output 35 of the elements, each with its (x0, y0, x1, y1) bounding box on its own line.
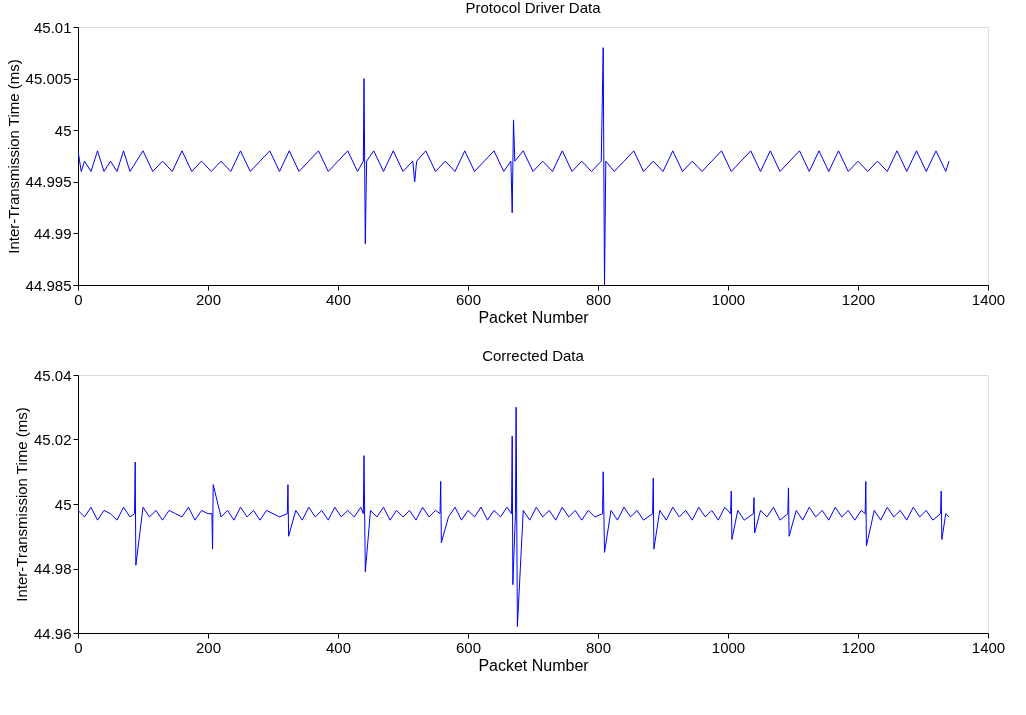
line-series (78, 47, 950, 285)
y-tick-label: 45.01 (33, 18, 72, 36)
x-tick-label: 600 (455, 290, 482, 308)
y-tick-label: 45.02 (33, 431, 72, 448)
y-axis-title: Inter-Transmission Time (ms) (12, 407, 30, 602)
x-tick-label: 1200 (841, 638, 876, 656)
x-axis-title: Packet Number (478, 656, 590, 674)
x-tick-label: 1200 (841, 290, 876, 308)
y-tick-label: 45.04 (33, 366, 72, 384)
x-tick-label: 1400 (971, 638, 1006, 656)
chart-title: Protocol Driver Data (465, 0, 602, 16)
x-tick-label: 200 (195, 290, 222, 308)
x-tick-label: 600 (455, 638, 482, 656)
line-series (78, 406, 950, 628)
y-tick-label: 45 (54, 495, 72, 513)
x-tick-label: 1000 (711, 638, 746, 656)
x-tick-label: 800 (585, 290, 612, 308)
y-axis-title: Inter-Transmission Time (ms) (4, 59, 22, 254)
y-tick-label: 44.995 (25, 173, 72, 191)
y-tick-label: 44.96 (33, 624, 72, 642)
x-axis-title: Packet Number (478, 308, 590, 326)
x-tick-label: 800 (585, 638, 612, 656)
x-tick-label: 1400 (971, 290, 1006, 308)
y-tick-label: 45 (54, 121, 72, 139)
x-tick-label: 400 (325, 638, 352, 656)
x-tick-label: 0 (74, 290, 83, 308)
y-tick-label: 44.985 (25, 276, 72, 294)
x-tick-label: 400 (325, 290, 352, 308)
x-tick-label: 200 (195, 638, 222, 656)
x-tick-label: 1000 (711, 290, 746, 308)
chart-title: Corrected Data (482, 347, 585, 364)
y-tick-label: 44.98 (33, 560, 72, 577)
y-tick-label: 44.99 (33, 224, 72, 242)
y-tick-label: 45.005 (25, 70, 72, 88)
x-tick-label: 0 (74, 638, 83, 656)
